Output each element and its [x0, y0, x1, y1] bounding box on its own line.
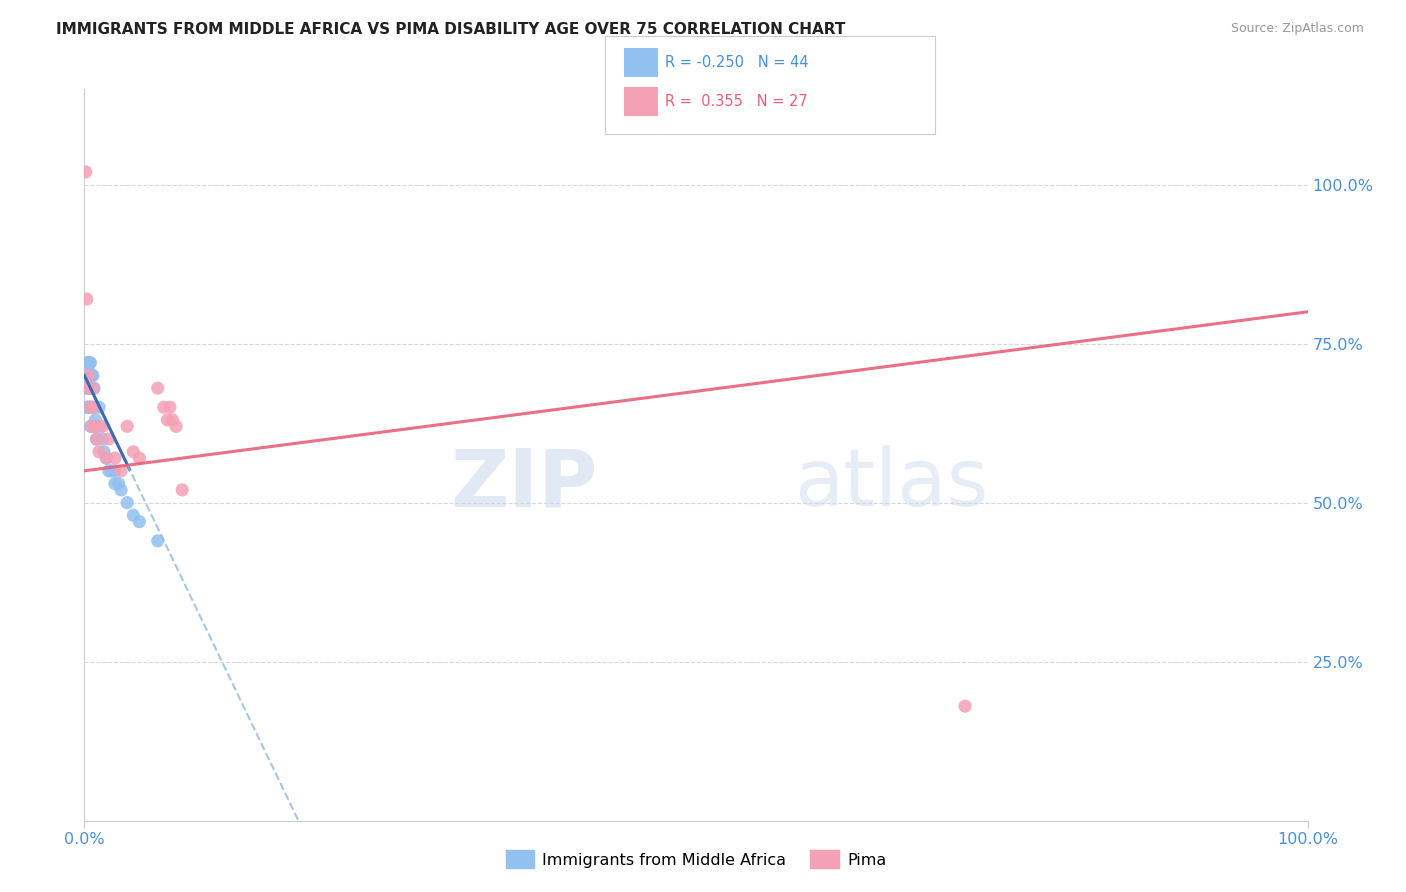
Point	[110, 483, 132, 497]
Point	[165, 419, 187, 434]
Point	[104, 451, 127, 466]
Point	[76, 368, 98, 383]
Text: R = -0.250   N = 44: R = -0.250 N = 44	[665, 55, 808, 70]
Point	[122, 508, 145, 523]
Point	[80, 419, 103, 434]
Point	[110, 464, 132, 478]
Point	[153, 401, 176, 415]
Point	[115, 495, 138, 509]
Point	[76, 401, 98, 415]
Point	[104, 464, 127, 478]
Point	[104, 476, 127, 491]
Point	[77, 356, 100, 370]
Point	[91, 419, 114, 434]
Point	[89, 419, 111, 434]
Text: R =  0.355   N = 27: R = 0.355 N = 27	[665, 95, 808, 109]
Point	[80, 401, 103, 415]
Point	[86, 419, 108, 434]
Point	[146, 381, 169, 395]
Point	[86, 432, 108, 446]
Point	[76, 292, 98, 306]
Point	[91, 432, 114, 446]
Point	[953, 699, 976, 714]
Point	[115, 419, 138, 434]
Point	[82, 381, 104, 395]
Point	[77, 401, 100, 415]
Point	[84, 413, 107, 427]
Point	[146, 533, 169, 548]
Text: Source: ZipAtlas.com: Source: ZipAtlas.com	[1230, 22, 1364, 36]
Point	[162, 413, 184, 427]
Text: ZIP: ZIP	[451, 445, 598, 524]
Point	[82, 381, 104, 395]
Point	[82, 419, 104, 434]
Point	[80, 381, 103, 395]
Point	[82, 368, 104, 383]
Point	[75, 381, 97, 395]
Point	[80, 368, 103, 383]
Point	[87, 444, 110, 458]
Point	[77, 381, 100, 395]
Point	[79, 356, 101, 370]
Point	[96, 451, 118, 466]
Point	[79, 368, 101, 383]
Point	[97, 432, 120, 446]
Point	[77, 362, 100, 376]
Legend: Immigrants from Middle Africa, Pima: Immigrants from Middle Africa, Pima	[499, 844, 893, 875]
Point	[75, 368, 97, 383]
Point	[75, 165, 97, 179]
Point	[86, 432, 108, 446]
Point	[76, 356, 98, 370]
Point	[79, 401, 101, 415]
Point	[156, 413, 179, 427]
Point	[77, 381, 100, 395]
Point	[83, 381, 105, 395]
Point	[79, 401, 101, 415]
Point	[100, 464, 122, 478]
Point	[172, 483, 194, 497]
Text: atlas: atlas	[794, 445, 988, 524]
Point	[97, 464, 120, 478]
Point	[77, 401, 100, 415]
Point	[77, 381, 100, 395]
Point	[128, 451, 150, 466]
Point	[128, 515, 150, 529]
Point	[107, 476, 129, 491]
Point	[87, 401, 110, 415]
Point	[83, 401, 105, 415]
Point	[84, 419, 107, 434]
Text: IMMIGRANTS FROM MIDDLE AFRICA VS PIMA DISABILITY AGE OVER 75 CORRELATION CHART: IMMIGRANTS FROM MIDDLE AFRICA VS PIMA DI…	[56, 22, 845, 37]
Point	[77, 368, 100, 383]
Point	[93, 444, 115, 458]
Point	[77, 368, 100, 383]
Point	[77, 356, 100, 370]
Point	[159, 401, 181, 415]
Point	[96, 451, 118, 466]
Point	[79, 381, 101, 395]
Point	[79, 419, 101, 434]
Point	[122, 444, 145, 458]
Point	[83, 401, 105, 415]
